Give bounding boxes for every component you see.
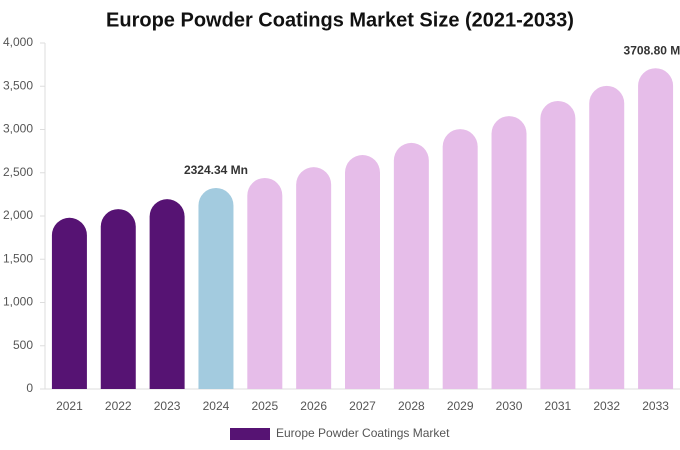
bar	[589, 85, 625, 389]
y-tick-label: 0	[26, 381, 33, 395]
bar	[540, 100, 576, 389]
value-label: 2324.34 Mn	[184, 163, 248, 177]
bar	[393, 142, 429, 389]
x-tick-label: 2027	[349, 399, 376, 413]
legend-label: Europe Powder Coatings Market	[276, 426, 450, 440]
x-tick-label: 2033	[642, 399, 669, 413]
x-tick-label: 2031	[545, 399, 572, 413]
chart-title: Europe Powder Coatings Market Size (2021…	[106, 9, 574, 31]
x-tick-label: 2029	[447, 399, 474, 413]
bar	[345, 155, 380, 389]
x-tick-label: 2021	[56, 399, 83, 413]
x-tick-label: 2028	[398, 399, 425, 413]
x-tick-label: 2030	[496, 399, 523, 413]
y-tick-label: 2,500	[3, 165, 33, 179]
y-tick-label: 2,000	[3, 208, 33, 222]
bar	[442, 129, 478, 389]
y-tick-label: 1,000	[3, 295, 33, 309]
bar	[149, 199, 185, 389]
y-tick-label: 4,000	[3, 35, 33, 49]
x-tick-label: 2023	[154, 399, 181, 413]
bar	[198, 187, 234, 389]
bar	[491, 116, 527, 389]
y-tick-label: 3,500	[3, 78, 33, 92]
x-tick-label: 2032	[593, 399, 620, 413]
y-tick-label: 1,500	[3, 251, 33, 265]
x-tick-label: 2022	[105, 399, 132, 413]
bar	[247, 177, 283, 389]
legend-swatch	[230, 428, 270, 440]
bar	[638, 68, 674, 390]
x-tick-label: 2024	[203, 399, 230, 413]
y-tick-label: 500	[13, 338, 33, 352]
bar	[296, 167, 332, 389]
x-tick-label: 2025	[251, 399, 278, 413]
x-tick-label: 2026	[300, 399, 327, 413]
y-tick-label: 3,000	[3, 122, 33, 136]
bar	[100, 209, 136, 389]
bar	[51, 217, 87, 389]
value-label: 3708.80 Mn	[624, 43, 680, 57]
